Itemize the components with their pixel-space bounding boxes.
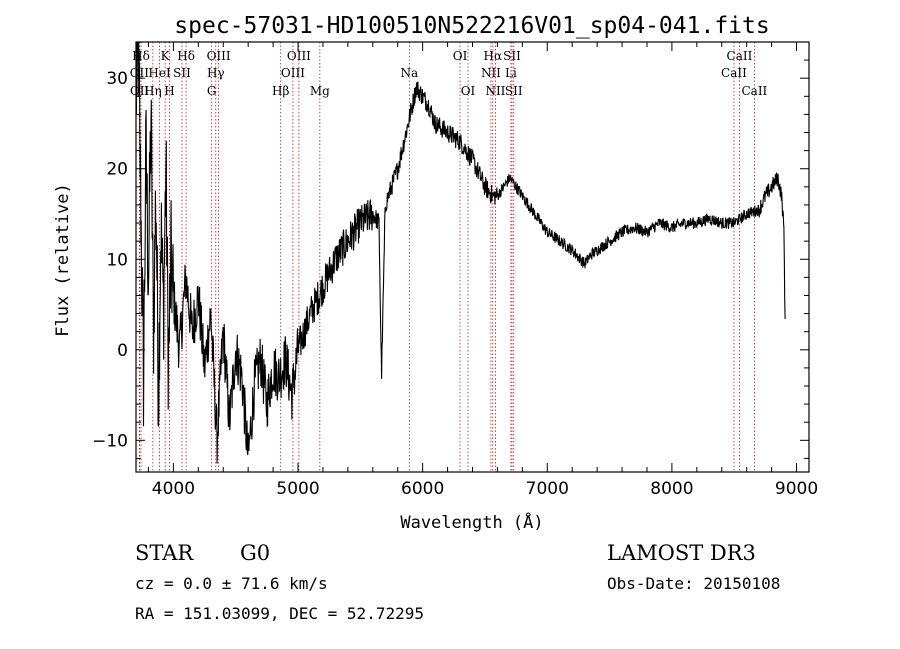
emission-line-markers bbox=[138, 42, 755, 472]
x-tick-label: 9000 bbox=[775, 479, 818, 499]
x-tick-label: 4000 bbox=[152, 479, 195, 499]
emission-line-label: HeI bbox=[148, 66, 171, 80]
emission-line-label: CaII bbox=[741, 84, 767, 98]
emission-line-label: CaII bbox=[727, 49, 753, 63]
emission-line-label: OIII bbox=[281, 66, 305, 80]
emission-line-label: SII bbox=[173, 66, 191, 80]
x-tick-label: 5000 bbox=[276, 479, 319, 499]
emission-line-label: Hγ bbox=[207, 66, 225, 80]
emission-line-label: G bbox=[207, 84, 217, 98]
emission-line-label: OIII bbox=[207, 49, 231, 63]
emission-line-label: Mg bbox=[310, 84, 330, 98]
y-tick-label: 20 bbox=[106, 160, 128, 180]
emission-line-label: Hη bbox=[144, 84, 162, 98]
y-tick-label: 30 bbox=[106, 69, 128, 89]
emission-line-label: Na bbox=[400, 66, 418, 80]
emission-line-label: H bbox=[164, 84, 174, 98]
plot-frame bbox=[135, 41, 810, 473]
emission-line-label: Li bbox=[505, 66, 517, 80]
emission-line-label: Hδ bbox=[177, 49, 195, 63]
emission-line-label: NII bbox=[481, 66, 501, 80]
coordinates-line: RA = 151.03099, DEC = 52.72295 bbox=[135, 604, 424, 623]
spectrum-line bbox=[135, 41, 786, 464]
x-tick-label: 7000 bbox=[526, 479, 569, 499]
emission-line-label: Hδ bbox=[132, 49, 150, 63]
emission-line-label: OIII bbox=[287, 49, 311, 63]
emission-line-label: SII bbox=[505, 84, 523, 98]
emission-line-label: Hα bbox=[484, 49, 503, 63]
y-axis-ticks: −10 0 10 20 30 bbox=[92, 41, 809, 459]
emission-line-label: OI bbox=[461, 84, 476, 98]
y-tick-label: 0 bbox=[117, 341, 128, 361]
emission-line-label: CaII bbox=[721, 66, 747, 80]
y-tick-label: −10 bbox=[92, 431, 128, 451]
x-tick-label: 8000 bbox=[650, 479, 693, 499]
emission-line-label: K bbox=[161, 49, 171, 63]
obs-date: Obs-Date: 20150108 bbox=[607, 574, 780, 593]
y-axis-label: Flux (relative) bbox=[53, 183, 73, 337]
emission-line-label: NII bbox=[485, 84, 505, 98]
x-axis-ticks: 4000 5000 6000 7000 8000 9000 bbox=[147, 42, 818, 499]
redshift-line: cz = 0.0 ± 71.6 km/s bbox=[135, 574, 328, 593]
class-label: STAR bbox=[135, 541, 194, 565]
chart-title: spec-57031-HD100510N522216V01_sp04-041.f… bbox=[174, 13, 769, 39]
emission-line-label: OI bbox=[453, 49, 468, 63]
survey-label: LAMOST DR3 bbox=[607, 541, 756, 565]
y-tick-label: 10 bbox=[106, 250, 128, 270]
x-axis-label: Wavelength (Å) bbox=[400, 511, 543, 533]
emission-line-label: Hβ bbox=[272, 84, 289, 98]
subclass-label: G0 bbox=[240, 541, 270, 565]
x-tick-label: 6000 bbox=[401, 479, 444, 499]
emission-line-label: SII bbox=[503, 49, 521, 63]
